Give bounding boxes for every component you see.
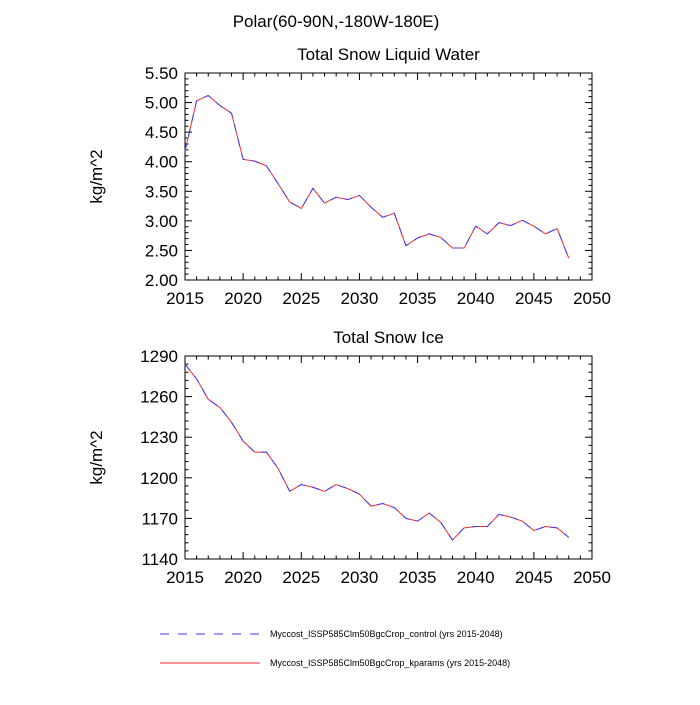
snow-ice-x-tick-label: 2015 [166,568,204,587]
liquid-water-x-tick-label: 2025 [282,289,320,308]
liquid-water-series-kparams-line [184,94,570,259]
snow-ice-title: Total Snow Ice [333,328,444,347]
legend: Myccost_ISSP585Clm50BgcCrop_control (yrs… [160,629,510,668]
snow-ice-y-tick-label: 1170 [141,509,178,528]
liquid-water-x-tick-label: 2035 [399,289,437,308]
snow-ice-panel: Total Snow Ice kg/m^2 2015 2020 2025 2030 2035… [87,328,611,587]
snow-ice-series-kparams-line [184,363,570,541]
snow-ice-x-tick-label: 2025 [282,568,320,587]
snow-ice-plot-frame [184,355,593,560]
liquid-water-y-tick-label: 2.00 [145,271,178,290]
liquid-water-y-tick-label: 3.00 [145,212,178,231]
legend-item-control: Myccost_ISSP585Clm50BgcCrop_control (yrs… [160,629,503,639]
legend-label-kparams: Myccost_ISSP585Clm50BgcCrop_kparams (yrs… [270,658,510,668]
snow-ice-x-tick-label: 2030 [341,568,379,587]
snow-ice-x-tick-label: 2035 [399,568,437,587]
snow-ice-y-tick-label: 1290 [140,347,178,366]
snow-ice-y-tick-label: 1200 [140,469,178,488]
liquid-water-x-tick-label: 2050 [573,289,611,308]
snow-ice-x-tick-label: 2050 [573,568,611,587]
liquid-water-x-tick-label: 2020 [224,289,262,308]
liquid-water-title: Total Snow Liquid Water [297,45,480,64]
snow-ice-x-tick-label: 2040 [457,568,495,587]
snow-ice-series-control-line [184,363,570,541]
snow-ice-y-axis-label: kg/m^2 [87,430,106,484]
legend-item-kparams: Myccost_ISSP585Clm50BgcCrop_kparams (yrs… [160,658,510,668]
liquid-water-x-tick-label: 2030 [341,289,379,308]
liquid-water-plot-frame [184,72,593,281]
liquid-water-y-tick-label: 4.50 [145,123,178,142]
snow-ice-x-tick-label: 2045 [515,568,553,587]
liquid-water-x-tick-label: 2040 [457,289,495,308]
figure-title: Polar(60-90N,-180W-180E) [233,12,440,31]
snow-ice-y-tick-label: 1260 [140,388,178,407]
snow-ice-y-tick-label: 1230 [140,428,178,447]
legend-label-control: Myccost_ISSP585Clm50BgcCrop_control (yrs… [270,629,503,639]
liquid-water-x-tick-label: 2045 [515,289,553,308]
liquid-water-x-tick-label: 2015 [166,289,204,308]
liquid-water-y-tick-label: 2.50 [145,241,178,260]
liquid-water-y-tick-label: 4.00 [145,153,178,172]
snow-ice-y-tick-label: 1140 [141,550,178,569]
liquid-water-y-tick-label: 5.50 [145,64,178,83]
liquid-water-series-control-line [184,94,570,259]
snow-ice-x-tick-label: 2020 [224,568,262,587]
liquid-water-y-tick-label: 5.00 [145,94,178,113]
liquid-water-panel: Total Snow Liquid Water kg/m^2 2015 2020 202… [87,45,611,308]
liquid-water-y-tick-label: 3.50 [145,182,178,201]
liquid-water-y-axis-label: kg/m^2 [87,149,106,203]
